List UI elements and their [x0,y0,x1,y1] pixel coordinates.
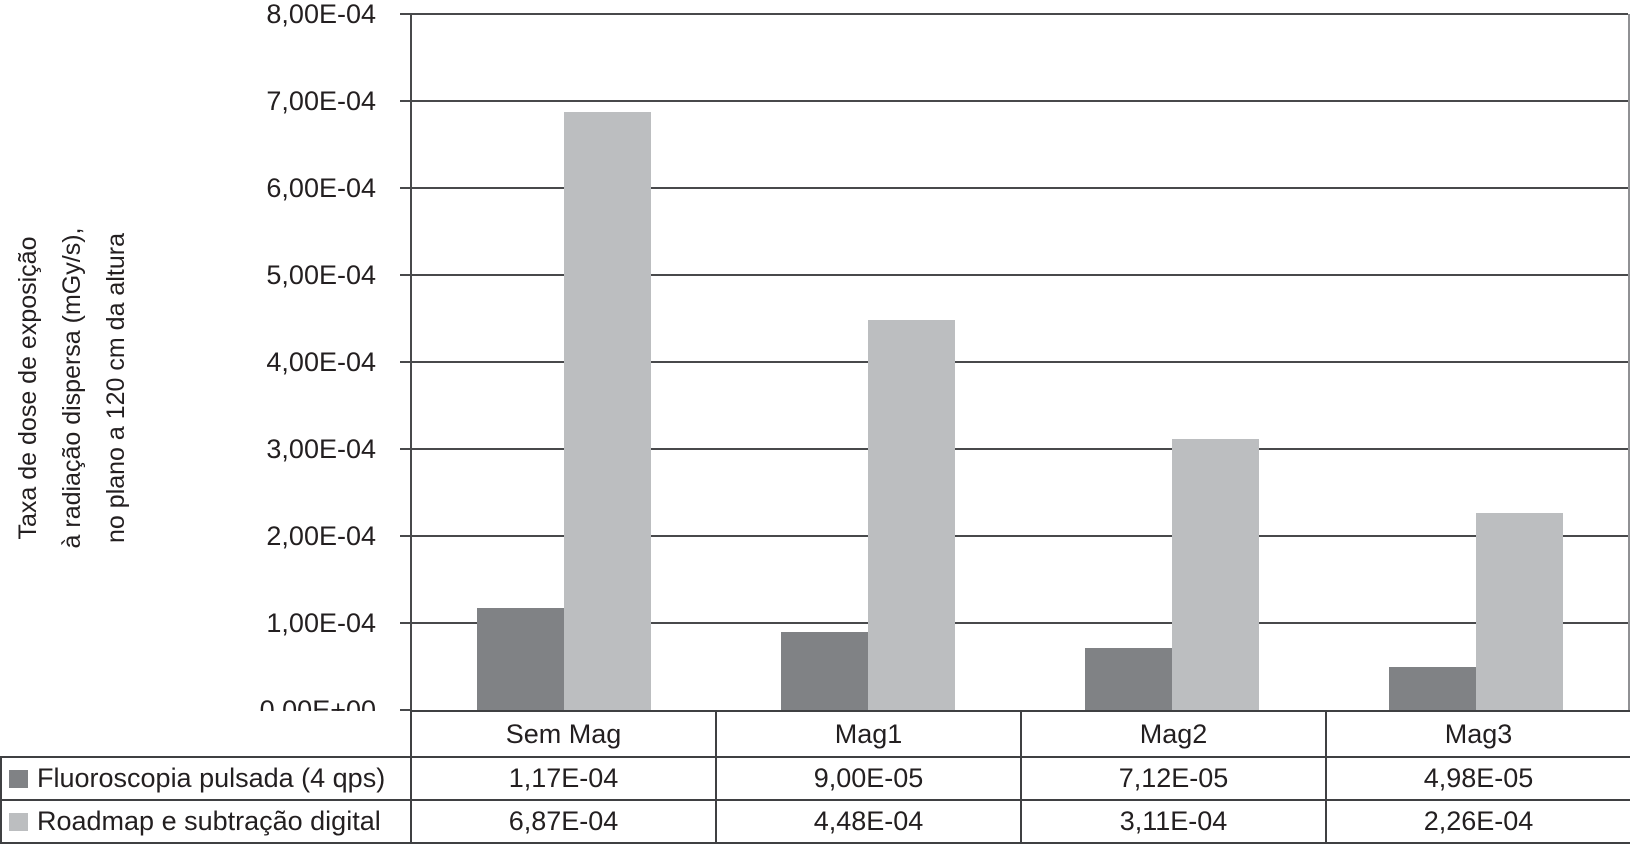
gridline [412,535,1628,537]
bar-series1-mag2 [1085,648,1172,710]
y-tick-label: 8,00E-04 [266,0,376,29]
gridline [412,622,1628,624]
legend-item: Roadmap e subtração digital [0,799,412,844]
gridline [412,13,1628,15]
data-table: Sem Mag Mag1 Mag2 Mag3 Fluoroscopia puls… [0,710,1630,844]
value-cell: 3,11E-04 [1020,799,1327,844]
y-tick-label: 7,00E-04 [266,86,376,116]
value-cell: 9,00E-05 [715,756,1022,801]
value-cell: 2,26E-04 [1325,799,1630,844]
value-cell: 1,17E-04 [410,756,717,801]
legend-swatch-fluoroscopia [9,769,28,788]
category-header-row: Sem Mag Mag1 Mag2 Mag3 [1,710,1630,758]
legend-swatch-roadmap [9,812,28,831]
axis-tick [400,535,412,537]
category-header: Mag3 [1325,710,1630,758]
legend-label: Fluoroscopia pulsada (4 qps) [37,763,386,793]
value-cell: 4,48E-04 [715,799,1022,844]
y-tick-label: 3,00E-04 [266,434,376,464]
bar-series1-mag3 [1389,666,1476,710]
category-header: Sem Mag [410,710,717,758]
category-header: Mag2 [1020,710,1327,758]
axis-tick [400,274,412,276]
value-cell: 4,98E-05 [1325,756,1630,801]
axis-tick [400,100,412,102]
value-cell: 7,12E-05 [1020,756,1327,801]
bar-series1-sem-mag [477,608,564,710]
bar-series2-mag2 [1172,439,1259,710]
axis-tick [400,13,412,15]
axis-tick [400,709,412,711]
axis-tick [400,187,412,189]
gridline [412,274,1628,276]
legend-label: Roadmap e subtração digital [37,806,381,836]
gridline [412,448,1628,450]
y-axis-tick-labels: 0,00E+00 1,00E-04 2,00E-04 3,00E-04 4,00E-04… [0,0,394,850]
plot-area [400,13,1630,711]
value-cell: 6,87E-04 [410,799,717,844]
y-tick-label: 1,00E-04 [266,608,376,638]
y-tick-label: 5,00E-04 [266,260,376,290]
table-corner-empty [1,711,411,757]
bar-series1-mag1 [781,631,868,710]
axis-tick [400,448,412,450]
category-header: Mag1 [715,710,1022,758]
axis-tick [400,361,412,363]
y-tick-label: 6,00E-04 [266,173,376,203]
gridline [412,361,1628,363]
bar-series2-sem-mag [564,112,651,710]
y-tick-label: 4,00E-04 [266,347,376,377]
bar-series2-mag3 [1476,513,1563,710]
series-row-roadmap: Roadmap e subtração digital 6,87E-04 4,4… [0,799,1630,844]
series-row-fluoroscopia: Fluoroscopia pulsada (4 qps) 1,17E-04 9,… [0,756,1630,801]
gridline [412,187,1628,189]
bar-series2-mag1 [868,320,955,710]
axis-tick [400,622,412,624]
legend-item: Fluoroscopia pulsada (4 qps) [0,756,412,801]
gridline [412,100,1628,102]
y-tick-label: 2,00E-04 [266,521,376,551]
